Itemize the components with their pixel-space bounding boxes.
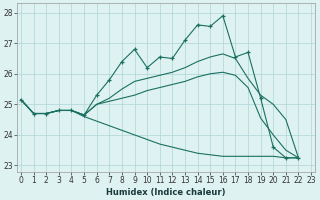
X-axis label: Humidex (Indice chaleur): Humidex (Indice chaleur)	[106, 188, 226, 197]
